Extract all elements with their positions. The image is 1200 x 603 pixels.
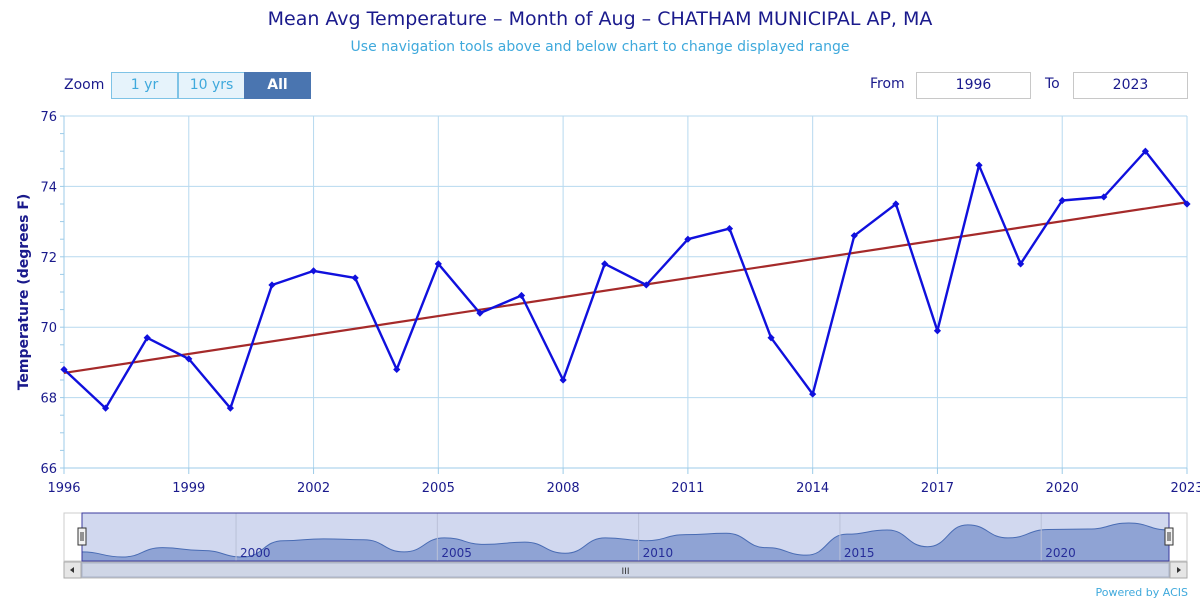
x-tick-label: 1996	[47, 481, 80, 496]
zoom-1yr-button[interactable]: 1 yr	[111, 72, 178, 99]
y-axis-label: Temperature (degrees F)	[16, 194, 32, 391]
y-tick-label: 66	[40, 462, 57, 477]
trend-line	[63, 201, 1188, 375]
data-point[interactable]	[309, 267, 318, 275]
zoom-10yrs-button[interactable]: 10 yrs	[178, 72, 245, 99]
x-tick-label: 2023	[1170, 481, 1200, 496]
trend-layer	[63, 201, 1188, 375]
series-line	[63, 149, 1188, 410]
navigator-selection[interactable]	[81, 512, 1170, 562]
y-tick-label: 76	[40, 110, 57, 125]
series-layer	[60, 147, 1191, 412]
navigator-left-handle[interactable]	[77, 527, 87, 546]
data-point[interactable]	[725, 225, 734, 233]
navigator-tick-label: 2020	[1045, 546, 1076, 560]
navigator-right-handle[interactable]	[1164, 527, 1174, 546]
powered-by-link[interactable]: Powered by ACIS	[1095, 586, 1189, 599]
data-point[interactable]	[1017, 260, 1025, 268]
x-tick-label: 2014	[796, 481, 829, 496]
x-tick-label: 2002	[297, 481, 330, 496]
data-point[interactable]	[850, 232, 858, 240]
x-tick-label: 2017	[921, 481, 954, 496]
from-input[interactable]: 1996	[916, 72, 1031, 99]
data-point[interactable]	[559, 376, 567, 384]
navigator-tick-label: 2005	[441, 546, 472, 560]
data-point[interactable]	[1141, 147, 1150, 155]
data-point[interactable]	[60, 365, 68, 374]
scroll-left-button[interactable]	[63, 561, 82, 579]
scroll-right-button[interactable]	[1169, 561, 1188, 579]
y-tick-label: 70	[40, 321, 57, 336]
navigator-tick-label: 2010	[643, 546, 674, 560]
data-point[interactable]	[975, 161, 983, 169]
data-point[interactable]	[185, 355, 193, 363]
x-axis-ticks: 1996 1999 2002 2005 2008 2011 2014 2017 2020 2023	[47, 481, 1200, 496]
navigator[interactable]: 2000 2005 2010 2015 2020 III	[63, 512, 1188, 579]
from-label: From	[870, 76, 905, 92]
x-tick-label: 2008	[547, 481, 580, 496]
x-tick-label: 1999	[172, 481, 205, 496]
y-tick-label: 72	[40, 251, 57, 266]
y-axis-ticks: 66 68 70 72 74 76	[40, 110, 57, 477]
data-point[interactable]	[642, 281, 650, 289]
data-point[interactable]	[517, 291, 526, 300]
to-input[interactable]: 2023	[1073, 72, 1188, 99]
data-point[interactable]	[226, 404, 234, 412]
data-point[interactable]	[809, 390, 817, 398]
data-point[interactable]	[393, 365, 401, 374]
navigator-background	[63, 512, 1188, 562]
y-tick-label: 74	[40, 180, 57, 195]
data-point[interactable]	[684, 235, 692, 243]
data-point[interactable]	[476, 309, 484, 317]
x-tick-label: 2020	[1046, 481, 1079, 496]
navigator-series-area	[81, 522, 1170, 562]
data-point[interactable]	[601, 260, 609, 268]
navigator-tick-label: 2015	[844, 546, 875, 560]
data-point[interactable]	[268, 281, 276, 289]
navigator-tick-label: 2000	[240, 546, 271, 560]
data-point[interactable]	[1058, 196, 1066, 205]
data-point[interactable]	[1100, 193, 1108, 201]
chart-title: Mean Avg Temperature – Month of Aug – CH…	[267, 8, 933, 30]
data-point[interactable]	[892, 200, 900, 208]
data-point[interactable]	[1183, 200, 1191, 208]
grid-layer	[60, 115, 1188, 474]
y-tick-label: 68	[40, 392, 57, 407]
data-point[interactable]	[434, 260, 442, 268]
scrollbar-thumb[interactable]	[81, 562, 1170, 578]
x-tick-label: 2005	[422, 481, 455, 496]
to-label: To	[1045, 76, 1060, 92]
scrollbar-grip[interactable]: III	[622, 567, 630, 577]
scrollbar-track[interactable]	[63, 561, 1188, 579]
chart-subtitle: Use navigation tools above and below cha…	[350, 39, 850, 55]
data-point[interactable]	[933, 327, 942, 335]
data-point[interactable]	[767, 334, 775, 342]
data-point[interactable]	[351, 274, 359, 282]
data-point[interactable]	[101, 404, 110, 412]
zoom-label: Zoom	[64, 77, 105, 93]
x-tick-label: 2011	[671, 481, 704, 496]
zoom-all-button[interactable]: All	[244, 72, 311, 99]
data-point[interactable]	[143, 334, 151, 342]
